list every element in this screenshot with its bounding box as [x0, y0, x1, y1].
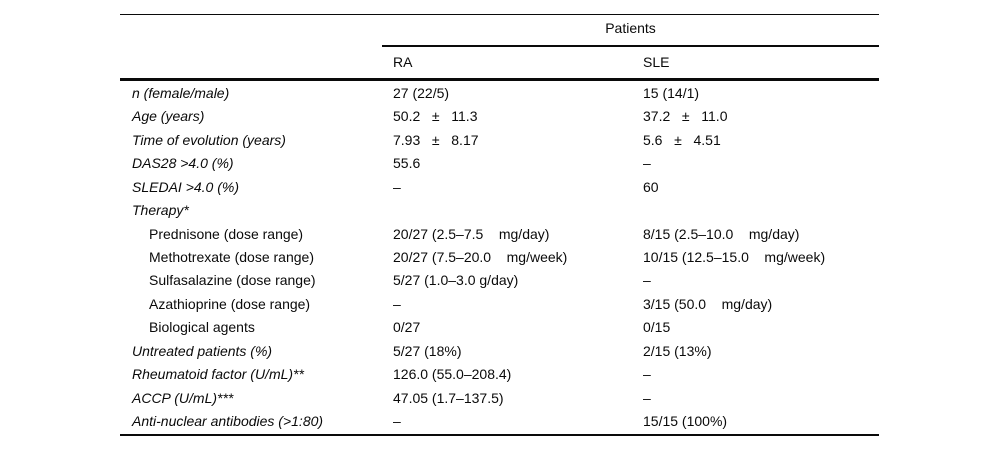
table-row: Sulfasalazine (dose range) 5/27 (1.0–3.0… — [120, 269, 879, 292]
row-label: Prednisone (dose range) — [149, 225, 304, 242]
cell-ra-value: 20/27 (2.5–7.5 mg/day) — [393, 225, 550, 242]
row-label: Azathioprine (dose range) — [149, 295, 311, 312]
cell-ra-value: – — [393, 295, 401, 312]
cell-ra-value: 5/27 (1.0–3.0 g/day) — [393, 272, 519, 289]
row-label: Age (years) — [132, 108, 205, 125]
table-row: Biological agents 0/27 0/15 — [120, 316, 879, 339]
row-label: SLEDAI >4.0 (%) — [132, 178, 239, 195]
table-body: n (female/male) 27 (22/5) 15 (14/1) Age … — [120, 81, 879, 433]
row-label: Time of evolution (years) — [132, 131, 286, 148]
cell-sle-value: – — [643, 155, 651, 172]
cell-ra-value: 5/27 (18%) — [393, 342, 462, 359]
cell-ra-value: 7.93 ± 8.17 — [393, 131, 479, 148]
cell-sle-value: – — [643, 272, 651, 289]
cell-ra-value: 20/27 (7.5–20.0 mg/week) — [393, 249, 568, 266]
cell-ra-value: 55.6 — [393, 155, 421, 172]
row-label: Rheumatoid factor (U/mL)** — [132, 366, 304, 383]
table-row: Rheumatoid factor (U/mL)** 126.0 (55.0–2… — [120, 363, 879, 386]
cell-sle-value: 15 (14/1) — [643, 84, 700, 101]
row-label: Untreated patients (%) — [132, 342, 273, 359]
cell-sle-value: 0/15 — [643, 319, 671, 336]
cell-ra-value: 0/27 — [393, 319, 421, 336]
row-label: DAS28 >4.0 (%) — [132, 155, 234, 172]
cell-ra-value: – — [393, 178, 401, 195]
spanner-header-patients: Patients — [605, 20, 656, 36]
row-label: Therapy* — [132, 202, 189, 219]
cell-sle-value: 2/15 (13%) — [643, 342, 712, 359]
row-label: Biological agents — [149, 319, 255, 336]
table-row: DAS28 >4.0 (%) 55.6 – — [120, 151, 879, 174]
cell-sle-value: – — [643, 389, 651, 406]
table-row: Age (years) 50.2 ± 11.3 37.2 ± 11.0 — [120, 104, 879, 127]
top-rule — [120, 13, 879, 16]
spanner-rule — [382, 44, 879, 47]
cell-sle-value: 5.6 ± 4.51 — [643, 131, 721, 148]
cell-ra-value: 50.2 ± 11.3 — [393, 108, 478, 125]
cell-ra-value: 27 (22/5) — [393, 84, 450, 101]
column-header-ra: RA — [393, 54, 413, 70]
bottom-rule — [120, 433, 879, 436]
table-row: Prednisone (dose range) 20/27 (2.5–7.5 m… — [120, 222, 879, 245]
row-label: Methotrexate (dose range) — [149, 249, 314, 266]
table-row: Azathioprine (dose range) – 3/15 (50.0 m… — [120, 292, 879, 315]
cell-sle-value: – — [643, 366, 651, 383]
cell-ra-value: 126.0 (55.0–208.4) — [393, 366, 512, 383]
cell-sle-value: 3/15 (50.0 mg/day) — [643, 295, 773, 312]
cell-sle-value: 37.2 ± 11.0 — [643, 108, 728, 125]
cell-sle-value: 60 — [643, 178, 659, 195]
row-label: Anti-nuclear antibodies (>1:80) — [132, 413, 324, 430]
cell-ra-value: – — [393, 413, 401, 430]
cell-sle-value: 8/15 (2.5–10.0 mg/day) — [643, 225, 800, 242]
row-label: n (female/male) — [132, 84, 230, 101]
row-label: Sulfasalazine (dose range) — [149, 272, 316, 289]
table-row: Untreated patients (%) 5/27 (18%) 2/15 (… — [120, 339, 879, 362]
table-row: Methotrexate (dose range) 20/27 (7.5–20.… — [120, 245, 879, 268]
table-row: n (female/male) 27 (22/5) 15 (14/1) — [120, 81, 879, 104]
cell-sle-value: 15/15 (100%) — [643, 413, 728, 430]
table-row: SLEDAI >4.0 (%) – 60 — [120, 175, 879, 198]
row-label: ACCP (U/mL)*** — [132, 389, 234, 406]
table-row: Therapy* — [120, 198, 879, 221]
header-rule — [120, 78, 879, 81]
column-header-sle: SLE — [643, 54, 670, 70]
table-row: Anti-nuclear antibodies (>1:80) – 15/15 … — [120, 410, 879, 433]
table-row: ACCP (U/mL)*** 47.05 (1.7–137.5) – — [120, 386, 879, 409]
table-row: Time of evolution (years) 7.93 ± 8.17 5.… — [120, 128, 879, 151]
cell-sle-value: 10/15 (12.5–15.0 mg/week) — [643, 249, 826, 266]
cell-ra-value: 47.05 (1.7–137.5) — [393, 389, 504, 406]
